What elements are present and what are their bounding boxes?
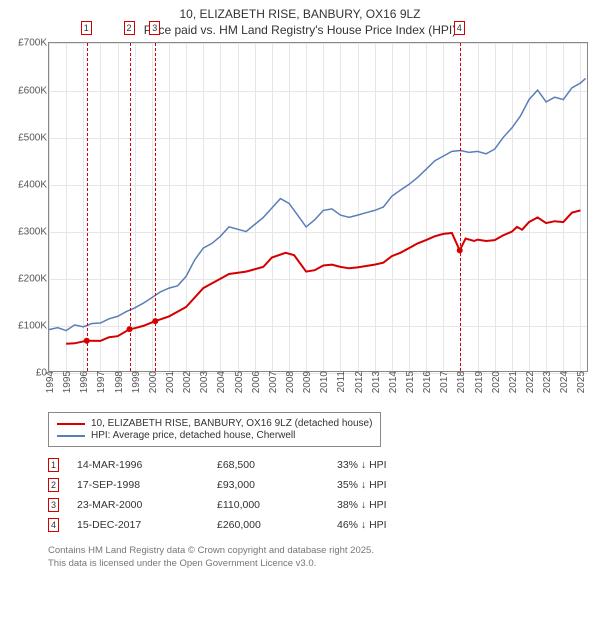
x-axis-label: 2021 bbox=[508, 371, 519, 393]
x-axis-label: 1999 bbox=[131, 371, 142, 393]
y-axis-label: £500K bbox=[18, 132, 47, 143]
legend-item: 10, ELIZABETH RISE, BANBURY, OX16 9LZ (d… bbox=[57, 418, 372, 429]
x-axis-label: 2010 bbox=[319, 371, 330, 393]
x-axis-label: 2007 bbox=[268, 371, 279, 393]
event-price: £68,500 bbox=[217, 455, 337, 475]
x-axis-label: 2018 bbox=[456, 371, 467, 393]
gridline-h bbox=[49, 373, 587, 374]
event-delta: 38% ↓ HPI bbox=[337, 495, 387, 515]
event-price: £93,000 bbox=[217, 475, 337, 495]
x-axis-label: 2012 bbox=[354, 371, 365, 393]
legend-swatch bbox=[57, 435, 85, 437]
title-line1: 10, ELIZABETH RISE, BANBURY, OX16 9LZ bbox=[0, 6, 600, 22]
x-axis-label: 2022 bbox=[525, 371, 536, 393]
x-axis-label: 2025 bbox=[576, 371, 587, 393]
marker-line bbox=[130, 43, 131, 371]
x-axis-label: 1996 bbox=[79, 371, 90, 393]
plot-area: £0£100K£200K£300K£400K£500K£600K£700K199… bbox=[48, 42, 588, 372]
x-axis-label: 2000 bbox=[148, 371, 159, 393]
event-marker-box: 2 bbox=[48, 478, 59, 492]
event-date: 15-DEC-2017 bbox=[77, 515, 217, 535]
x-axis-label: 1995 bbox=[62, 371, 73, 393]
x-axis-label: 2019 bbox=[474, 371, 485, 393]
event-price: £260,000 bbox=[217, 515, 337, 535]
x-axis-label: 2013 bbox=[371, 371, 382, 393]
event-marker-box: 4 bbox=[48, 518, 59, 532]
x-axis-label: 2003 bbox=[199, 371, 210, 393]
y-axis-label: £400K bbox=[18, 179, 47, 190]
x-axis-label: 2017 bbox=[439, 371, 450, 393]
event-row: 4 15-DEC-2017£260,00046% ↓ HPI bbox=[48, 515, 387, 535]
legend-swatch bbox=[57, 423, 85, 425]
event-date: 23-MAR-2000 bbox=[77, 495, 217, 515]
event-delta: 33% ↓ HPI bbox=[337, 455, 387, 475]
y-axis-label: £700K bbox=[18, 38, 47, 49]
event-row: 1 14-MAR-1996£68,50033% ↓ HPI bbox=[48, 455, 387, 475]
x-axis-label: 2002 bbox=[182, 371, 193, 393]
legend-label: HPI: Average price, detached house, Cher… bbox=[91, 430, 295, 441]
x-axis-label: 2015 bbox=[405, 371, 416, 393]
legend-item: HPI: Average price, detached house, Cher… bbox=[57, 430, 372, 441]
x-axis-label: 2023 bbox=[542, 371, 553, 393]
marker-box: 3 bbox=[149, 21, 160, 35]
y-axis-label: £300K bbox=[18, 226, 47, 237]
y-axis-label: £100K bbox=[18, 321, 47, 332]
x-axis-label: 2008 bbox=[285, 371, 296, 393]
footer-line2: This data is licensed under the Open Gov… bbox=[48, 558, 590, 570]
event-delta: 46% ↓ HPI bbox=[337, 515, 387, 535]
event-date: 17-SEP-1998 bbox=[77, 475, 217, 495]
x-axis-label: 1997 bbox=[96, 371, 107, 393]
marker-line bbox=[155, 43, 156, 371]
events-table: 1 14-MAR-1996£68,50033% ↓ HPI 2 17-SEP-1998… bbox=[48, 455, 590, 535]
marker-line bbox=[460, 43, 461, 371]
x-axis-label: 2001 bbox=[165, 371, 176, 393]
x-axis-label: 1994 bbox=[45, 371, 56, 393]
event-marker-box: 1 bbox=[48, 458, 59, 472]
footer-line1: Contains HM Land Registry data © Crown c… bbox=[48, 545, 590, 557]
x-axis-label: 2011 bbox=[336, 371, 347, 393]
x-axis-label: 2020 bbox=[491, 371, 502, 393]
legend-label: 10, ELIZABETH RISE, BANBURY, OX16 9LZ (d… bbox=[91, 418, 372, 429]
event-price: £110,000 bbox=[217, 495, 337, 515]
y-axis-label: £200K bbox=[18, 274, 47, 285]
marker-box: 1 bbox=[81, 21, 92, 35]
legend: 10, ELIZABETH RISE, BANBURY, OX16 9LZ (d… bbox=[48, 412, 381, 447]
series-price_paid bbox=[66, 211, 580, 344]
marker-line bbox=[87, 43, 88, 371]
x-axis-label: 2004 bbox=[216, 371, 227, 393]
x-axis-label: 1998 bbox=[114, 371, 125, 393]
x-axis-label: 2024 bbox=[559, 371, 570, 393]
x-axis-label: 2014 bbox=[388, 371, 399, 393]
x-axis-label: 2006 bbox=[251, 371, 262, 393]
x-axis-label: 2005 bbox=[234, 371, 245, 393]
y-axis-label: £600K bbox=[18, 85, 47, 96]
event-row: 3 23-MAR-2000£110,00038% ↓ HPI bbox=[48, 495, 387, 515]
chart-container: £0£100K£200K£300K£400K£500K£600K£700K199… bbox=[10, 42, 590, 372]
event-marker-box: 3 bbox=[48, 498, 59, 512]
event-delta: 35% ↓ HPI bbox=[337, 475, 387, 495]
marker-box: 4 bbox=[454, 21, 465, 35]
footer-attribution: Contains HM Land Registry data © Crown c… bbox=[48, 545, 590, 570]
event-row: 2 17-SEP-1998£93,00035% ↓ HPI bbox=[48, 475, 387, 495]
x-axis-label: 2016 bbox=[422, 371, 433, 393]
x-axis-label: 2009 bbox=[302, 371, 313, 393]
event-date: 14-MAR-1996 bbox=[77, 455, 217, 475]
marker-box: 2 bbox=[124, 21, 135, 35]
